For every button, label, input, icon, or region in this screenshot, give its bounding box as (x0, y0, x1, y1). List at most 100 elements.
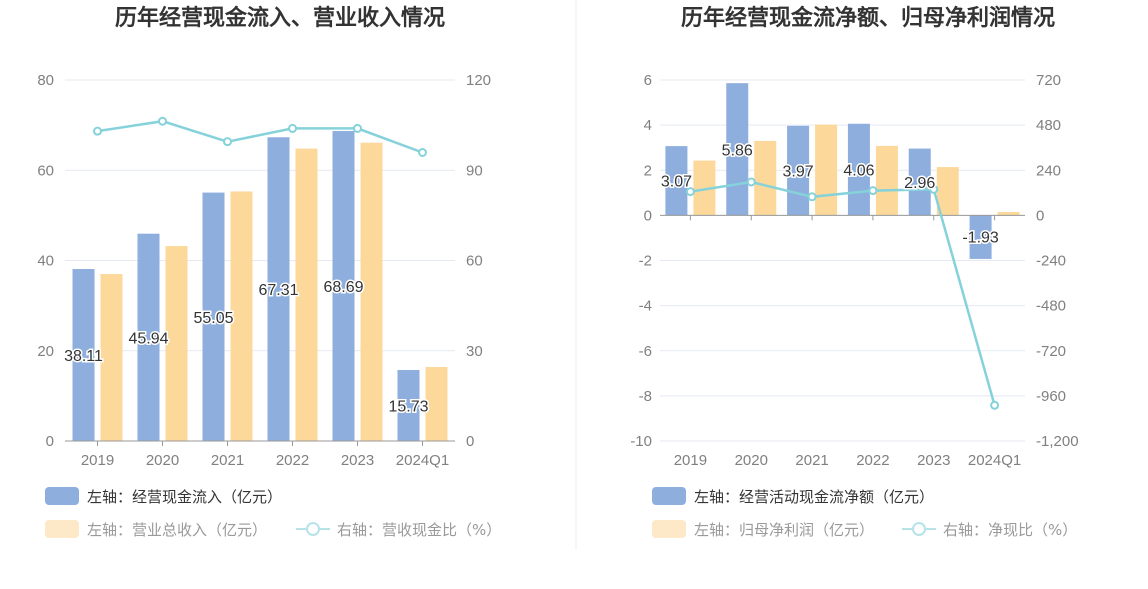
x-tick-label: 2023 (917, 452, 950, 469)
bar-cash-flow (332, 131, 355, 441)
data-label: 3.97 (783, 164, 814, 181)
y-right-tick-label: 120 (466, 72, 491, 89)
axes: -10 -8 -6 -4 -2 0 2 4 6 -1,200 -960 -720 -480 -240 0 24… (630, 72, 1078, 469)
y-left-tick-label: 80 (37, 72, 54, 89)
x-tick-label: 2022 (856, 452, 889, 469)
data-label: 45.94 (128, 330, 168, 347)
x-tick-label: 2023 (341, 452, 374, 469)
legend-label: 左轴：经营活动现金流净额（亿元） (694, 488, 934, 506)
line-point (929, 184, 939, 194)
bar-revenue-profit (875, 145, 898, 216)
x-tick-label: 2020 (146, 452, 179, 469)
line-point (990, 400, 1000, 410)
bar-revenue-profit (754, 140, 777, 216)
y-left-tick-label: -10 (630, 433, 652, 450)
y-left-tick-label: 0 (644, 207, 652, 224)
y-right-tick-label: 90 (466, 162, 483, 179)
data-label: 2.96 (904, 175, 935, 192)
data-label: 38.11 (64, 348, 103, 365)
bar-cash-flow (267, 137, 290, 442)
y-left-tick-label: -2 (639, 253, 652, 270)
y-right-tick-label: 0 (1036, 207, 1044, 224)
x-tick-label: 2024Q1 (396, 452, 449, 469)
line-point (685, 187, 695, 197)
line-point (353, 123, 362, 133)
line-path (97, 119, 423, 154)
axes: 0 20 40 60 80 0 30 60 90 120 2019 2020 2021 2022 2023 2… (37, 72, 491, 469)
y-left-tick-label: 20 (37, 343, 54, 360)
bars (72, 131, 448, 442)
y-left-tick-label: 2 (644, 162, 652, 179)
data-label: -1.93 (962, 229, 999, 246)
bar-revenue-profit (165, 246, 188, 441)
bar-revenue-profit (815, 124, 838, 216)
x-tick-label: 2021 (795, 452, 828, 469)
line-point (158, 116, 167, 126)
grid (660, 79, 1025, 442)
chart-right-panel: 历年经营现金流净额、归母净利润情况 -10-8-6-4-20246-1,200-… (630, 5, 1078, 539)
line-series (685, 177, 1000, 410)
x-tick-label: 2021 (211, 452, 244, 469)
legend-item[interactable]: 左轴：营业总收入（亿元） (45, 520, 267, 539)
chart-left-panel: 历年经营现金流入、营业收入情况 0 20 40 60 80 0 30 60 90 120 2019 2… (37, 5, 501, 539)
y-right-tick-label: 60 (466, 253, 483, 270)
y-right-tick-label: -960 (1036, 388, 1066, 405)
bar-cash-flow (665, 146, 688, 216)
x-tick-label: 2024Q1 (968, 452, 1021, 469)
legend-item[interactable]: 左轴：归母净利润（亿元） (652, 520, 874, 539)
legend-item[interactable]: 左轴：经营活动现金流净额（亿元） (652, 487, 934, 506)
data-label: 15.73 (388, 399, 428, 416)
y-right-tick-label: 30 (466, 343, 483, 360)
bar-cash-flow (137, 233, 160, 441)
line-point (868, 186, 878, 196)
legend-item[interactable]: 右轴：营收现金比（%） (296, 521, 501, 539)
data-labels: 3.07 5.86 3.97 4.06 2.96 -1.93 (659, 141, 1000, 248)
line-series (93, 116, 427, 158)
line-point (288, 123, 297, 133)
y-left-tick-label: 0 (46, 433, 54, 450)
y-right-tick-label: -240 (1036, 253, 1066, 270)
line-point (807, 192, 817, 202)
legend-marker-icon (912, 522, 926, 536)
data-label: 3.07 (661, 174, 692, 191)
y-left-tick-label: -6 (639, 343, 652, 360)
bar-cash-flow (908, 148, 931, 216)
chart-title: 历年经营现金流净额、归母净利润情况 (681, 5, 1055, 31)
x-tick-label: 2022 (276, 452, 309, 469)
y-right-tick-label: 480 (1036, 117, 1061, 134)
x-tick-label: 2020 (735, 452, 768, 469)
legend-label: 右轴：净现比（%） (943, 521, 1077, 539)
y-right-tick-label: 720 (1036, 72, 1061, 89)
bar-revenue-profit (230, 191, 253, 441)
line-point (418, 148, 427, 158)
data-label: 67.31 (258, 282, 298, 299)
y-right-tick-label: 240 (1036, 162, 1061, 179)
bar-cash-flow (969, 215, 992, 259)
data-label: 68.69 (323, 279, 363, 296)
legend-swatch (45, 520, 79, 538)
bar-revenue-profit (425, 366, 448, 441)
bar-revenue-profit (693, 160, 716, 216)
y-left-tick-label: 60 (37, 162, 54, 179)
line-point (223, 137, 232, 147)
line-point (746, 177, 756, 187)
legend-item[interactable]: 左轴：经营现金流入（亿元） (45, 487, 282, 506)
y-right-tick-label: -1,200 (1036, 433, 1079, 450)
legend-marker-icon (306, 522, 320, 536)
bar-cash-flow (202, 192, 225, 441)
x-tick-label: 2019 (674, 452, 707, 469)
y-left-tick-label: -8 (639, 388, 652, 405)
legend-swatch (652, 520, 686, 538)
bar-revenue-profit (295, 148, 318, 441)
bar-cash-flow (397, 370, 420, 441)
legend-item[interactable]: 右轴：净现比（%） (902, 521, 1077, 539)
x-tick-label: 2019 (81, 452, 114, 469)
y-right-tick-label: -480 (1036, 298, 1066, 315)
bar-revenue-profit (100, 274, 123, 441)
bars (665, 83, 1020, 259)
line-path (690, 180, 996, 406)
data-labels: 38.11 45.94 55.05 67.31 68.69 15.73 (63, 278, 431, 417)
data-label: 5.86 (722, 142, 753, 159)
y-left-tick-label: 4 (644, 117, 652, 134)
